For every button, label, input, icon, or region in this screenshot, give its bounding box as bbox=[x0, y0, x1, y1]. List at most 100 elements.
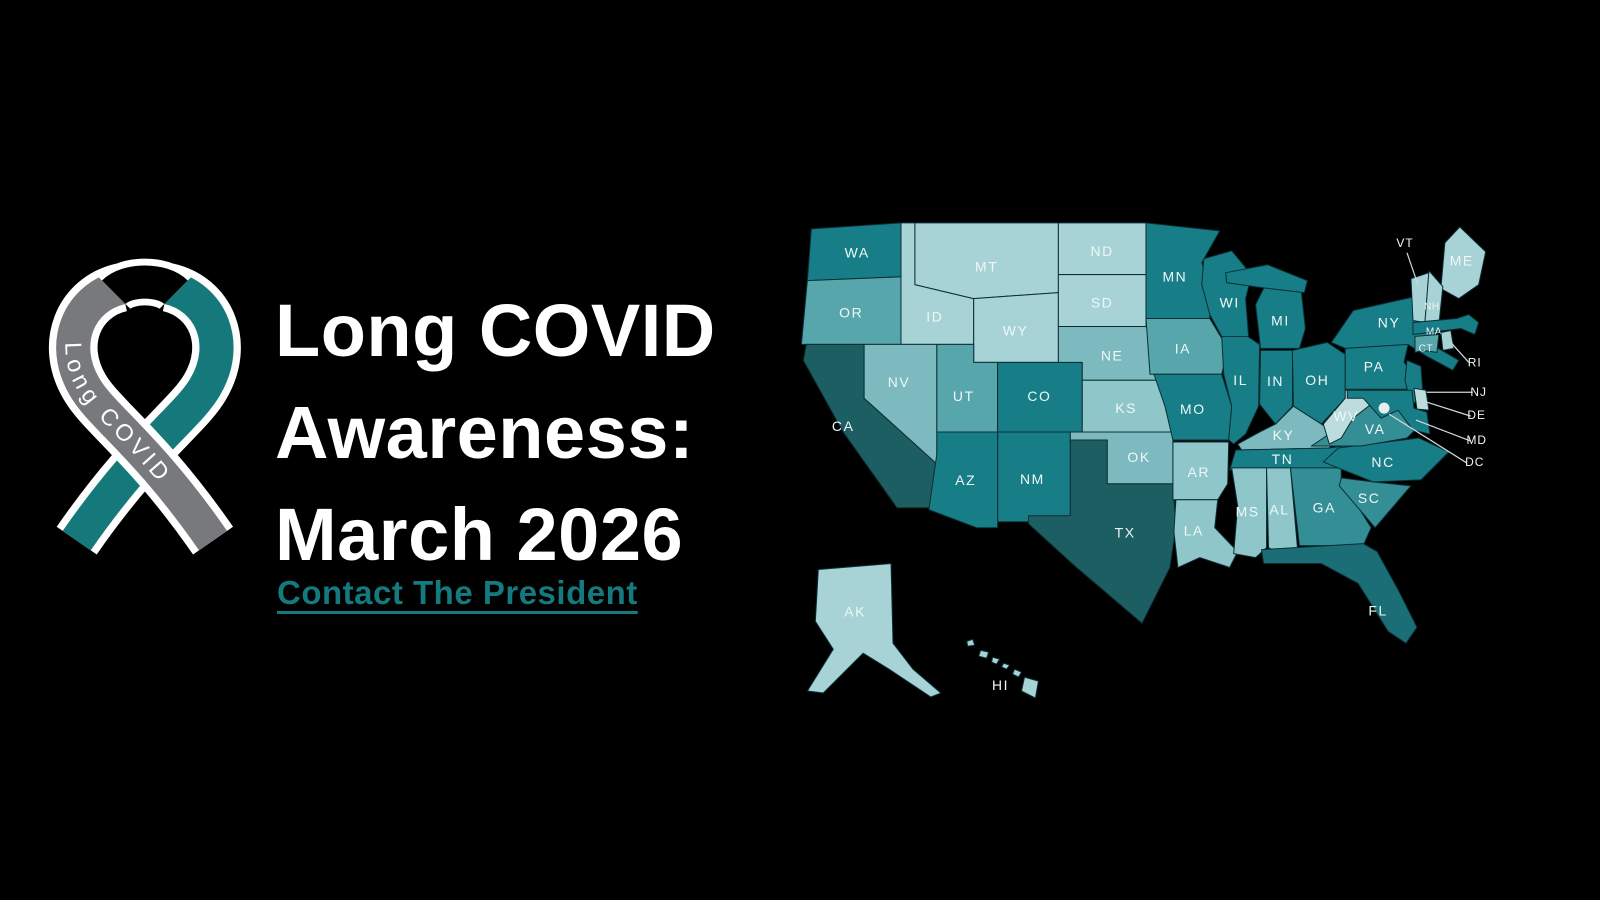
state-label-dc: DC bbox=[1465, 455, 1484, 469]
state-label-mn: MN bbox=[1162, 269, 1187, 285]
ribbon-loop-top bbox=[97, 258, 193, 311]
state-ct: CT bbox=[1414, 333, 1440, 354]
state-label-ma: MA bbox=[1426, 326, 1442, 337]
state-label-ri: RI bbox=[1468, 355, 1482, 369]
state-label-or: OR bbox=[839, 305, 863, 321]
state-nm: NM bbox=[997, 431, 1071, 523]
state-label-id: ID bbox=[926, 308, 943, 324]
state-mt: MT bbox=[914, 222, 1059, 300]
state-hi: HI bbox=[966, 638, 1039, 699]
state-label-nc: NC bbox=[1371, 454, 1394, 470]
state-label-ny: NY bbox=[1378, 314, 1401, 330]
state-vt: VT bbox=[1396, 236, 1430, 323]
leader-line-ri bbox=[1450, 342, 1470, 363]
state-label-nd: ND bbox=[1091, 243, 1114, 259]
state-label-wv: WV bbox=[1333, 408, 1359, 424]
state-label-ar: AR bbox=[1188, 464, 1211, 480]
state-ri: RI bbox=[1440, 329, 1482, 369]
state-label-oh: OH bbox=[1305, 372, 1329, 388]
state-label-de: DE bbox=[1467, 408, 1486, 422]
state-label-sd: SD bbox=[1091, 295, 1114, 311]
state-ar: AR bbox=[1172, 441, 1230, 501]
state-label-nh: NH bbox=[1424, 302, 1440, 313]
state-label-ok: OK bbox=[1127, 449, 1150, 465]
state-label-hi: HI bbox=[992, 677, 1009, 693]
state-dc: DC bbox=[1378, 402, 1484, 469]
state-az: AZ bbox=[928, 431, 999, 529]
state-label-az: AZ bbox=[955, 472, 976, 488]
state-label-in: IN bbox=[1267, 373, 1284, 389]
page-title: Long COVID Awareness: March 2026 bbox=[275, 280, 716, 586]
state-label-wi: WI bbox=[1220, 295, 1240, 311]
leader-line-md bbox=[1415, 419, 1471, 442]
state-or: OR bbox=[800, 276, 906, 345]
state-fl: FL bbox=[1261, 543, 1418, 644]
leader-line-de bbox=[1426, 401, 1471, 417]
state-label-ca: CA bbox=[832, 418, 855, 434]
state-tx: TX bbox=[1027, 439, 1177, 624]
state-label-fl: FL bbox=[1368, 602, 1387, 618]
state-label-la: LA bbox=[1184, 523, 1204, 539]
state-label-wa: WA bbox=[845, 245, 870, 261]
state-nc: NC bbox=[1322, 437, 1450, 483]
state-ks: KS bbox=[1081, 379, 1174, 433]
state-label-nm: NM bbox=[1020, 471, 1045, 487]
state-label-ga: GA bbox=[1313, 500, 1336, 516]
state-label-co: CO bbox=[1027, 388, 1051, 404]
contact-president-link[interactable]: Contact The President bbox=[277, 574, 638, 611]
state-me: ME bbox=[1440, 226, 1487, 300]
state-ma: MA bbox=[1412, 314, 1480, 337]
long-covid-ribbon: Long COVID bbox=[48, 258, 241, 555]
state-mo: MO bbox=[1153, 373, 1233, 441]
state-label-va: VA bbox=[1365, 421, 1386, 437]
state-label-ks: KS bbox=[1115, 400, 1137, 416]
state-label-tx: TX bbox=[1115, 525, 1136, 541]
state-label-il: IL bbox=[1233, 372, 1248, 388]
state-label-ne: NE bbox=[1101, 347, 1124, 363]
state-label-vt: VT bbox=[1396, 236, 1413, 250]
state-de: DE bbox=[1413, 387, 1486, 422]
state-label-ia: IA bbox=[1175, 340, 1191, 356]
state-label-mt: MT bbox=[975, 259, 998, 275]
state-ut: UT bbox=[936, 343, 999, 433]
state-ia: IA bbox=[1145, 318, 1229, 375]
state-label-pa: PA bbox=[1364, 358, 1385, 374]
title-line-3: March 2026 bbox=[275, 493, 684, 576]
state-label-md: MD bbox=[1466, 433, 1487, 447]
state-mi: MI bbox=[1225, 264, 1308, 349]
state-md: MD bbox=[1346, 389, 1487, 447]
us-choropleth-map: WA OR CA ID MT WY NV UT CO NM AZ ND SD NE KS OK TX MN IA MO… bbox=[800, 222, 1487, 699]
state-ms: MS bbox=[1231, 467, 1268, 559]
state-label-wy: WY bbox=[1003, 322, 1029, 338]
state-ak: AK bbox=[806, 563, 942, 698]
title-line-2: Awareness: bbox=[275, 391, 695, 474]
leader-line-dc bbox=[1388, 413, 1468, 464]
state-label-al: AL bbox=[1269, 502, 1289, 518]
leader-line-vt bbox=[1406, 252, 1419, 285]
state-label-me: ME bbox=[1450, 253, 1474, 269]
state-wy: WY bbox=[973, 292, 1059, 363]
state-label-ut: UT bbox=[953, 388, 975, 404]
state-label-tn: TN bbox=[1272, 451, 1294, 467]
state-label-mo: MO bbox=[1180, 401, 1206, 417]
state-label-ms: MS bbox=[1236, 504, 1260, 520]
state-label-nv: NV bbox=[888, 374, 911, 390]
state-la: LA bbox=[1173, 499, 1239, 569]
state-in: IN bbox=[1259, 349, 1293, 425]
title-line-1: Long COVID bbox=[275, 289, 716, 372]
state-label-sc: SC bbox=[1358, 490, 1381, 506]
state-pa: PA bbox=[1344, 339, 1418, 390]
state-nd: ND bbox=[1057, 222, 1147, 276]
state-label-ct: CT bbox=[1419, 343, 1433, 354]
state-label-mi: MI bbox=[1271, 312, 1290, 328]
state-label-ak: AK bbox=[844, 603, 866, 619]
state-sd: SD bbox=[1057, 274, 1147, 327]
state-sc: SC bbox=[1338, 477, 1412, 529]
state-wa: WA bbox=[806, 222, 906, 282]
state-il: IL bbox=[1221, 335, 1261, 445]
dc-dot bbox=[1378, 402, 1390, 414]
state-ga: GA bbox=[1289, 467, 1372, 547]
state-label-nj: NJ bbox=[1470, 385, 1487, 399]
ribbon-gray-band bbox=[48, 263, 234, 555]
